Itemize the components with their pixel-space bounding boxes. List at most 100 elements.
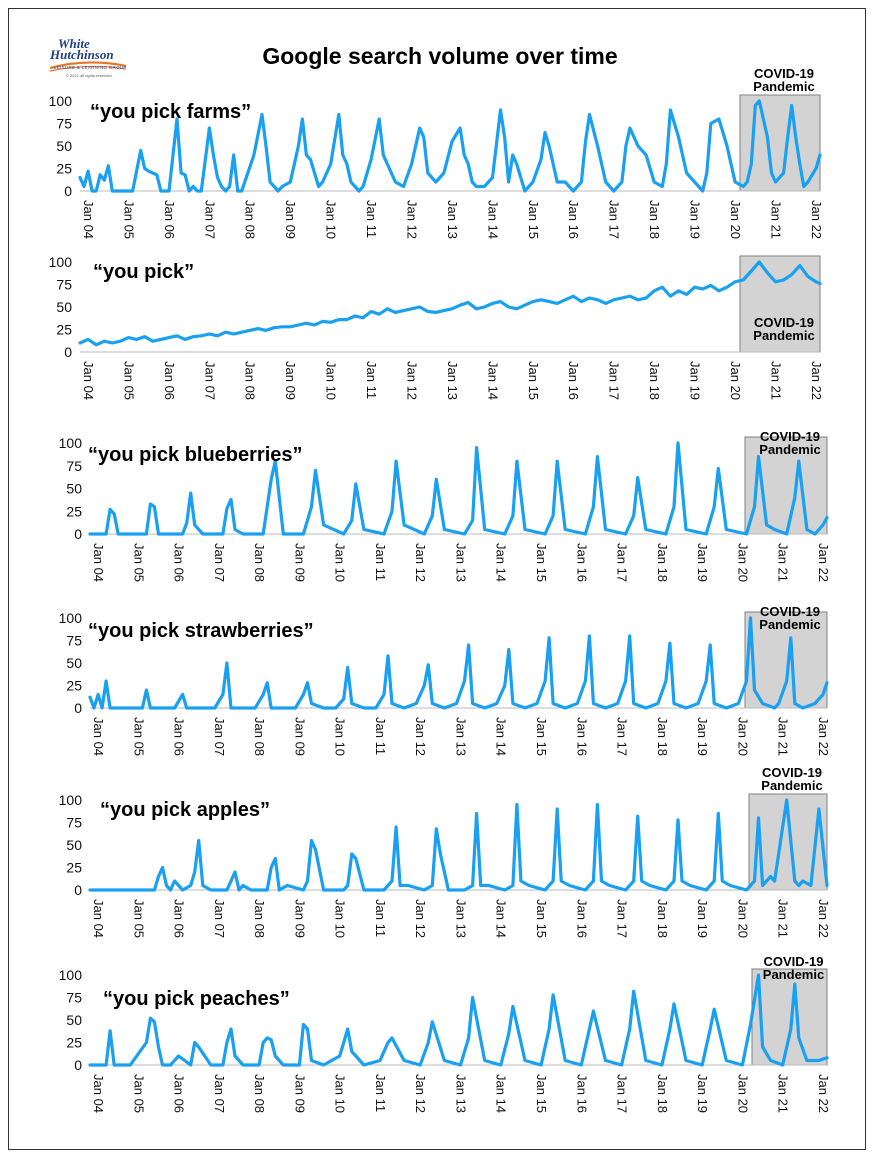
covid-label-line1: COVID-19 bbox=[764, 954, 824, 969]
x-tick-label: Jan 11 bbox=[373, 1074, 388, 1112]
x-tick-label: Jan 13 bbox=[445, 361, 460, 400]
x-tick-label: Jan 17 bbox=[615, 717, 630, 756]
x-tick-label: Jan 04 bbox=[81, 200, 96, 239]
x-tick-label: Jan 08 bbox=[252, 543, 267, 582]
x-tick-label: Jan 19 bbox=[688, 200, 703, 239]
y-tick-label: 0 bbox=[74, 882, 82, 898]
x-tick-label: Jan 22 bbox=[816, 899, 831, 938]
series-line bbox=[78, 260, 822, 347]
x-tick-label: Jan 09 bbox=[283, 200, 298, 239]
x-tick-label: Jan 11 bbox=[373, 717, 388, 755]
x-tick-label: Jan 16 bbox=[566, 200, 581, 239]
y-tick-label: 100 bbox=[59, 792, 83, 808]
x-tick-label: Jan 15 bbox=[526, 200, 541, 239]
x-tick-label: Jan 08 bbox=[243, 361, 258, 400]
x-tick-label: Jan 18 bbox=[647, 200, 662, 239]
x-tick-label: Jan 06 bbox=[172, 543, 187, 582]
x-tick-label: Jan 15 bbox=[534, 717, 549, 756]
x-tick-label: Jan 21 bbox=[768, 361, 783, 400]
x-tick-label: Jan 17 bbox=[607, 200, 622, 239]
x-tick-label: Jan 14 bbox=[485, 200, 500, 239]
x-tick-label: Jan 05 bbox=[121, 361, 136, 400]
x-tick-label: Jan 14 bbox=[485, 361, 500, 400]
x-tick-label: Jan 15 bbox=[534, 543, 549, 582]
x-tick-label: Jan 14 bbox=[494, 543, 509, 582]
x-tick-label: Jan 08 bbox=[243, 200, 258, 239]
covid-label-line2: Pandemic bbox=[761, 778, 822, 793]
x-tick-label: Jan 22 bbox=[816, 717, 831, 756]
x-tick-label: Jan 06 bbox=[162, 200, 177, 239]
covid-shade-region bbox=[744, 611, 828, 709]
logo-text-line1: White bbox=[58, 36, 90, 51]
x-tick-label: Jan 08 bbox=[252, 899, 267, 938]
chart-title: “you pick peaches” bbox=[103, 988, 290, 1010]
x-tick-label: Jan 06 bbox=[172, 717, 187, 756]
x-tick-label: Jan 12 bbox=[413, 543, 428, 582]
y-tick-label: 25 bbox=[56, 161, 72, 177]
x-tick-label: Jan 13 bbox=[453, 899, 468, 938]
logo-text-line2: Hutchinson bbox=[50, 47, 114, 62]
chart-title: “you pick blueberries” bbox=[88, 444, 303, 466]
x-tick-label: Jan 18 bbox=[655, 717, 670, 756]
x-tick-label: Jan 11 bbox=[373, 899, 388, 937]
y-tick-label: 0 bbox=[64, 344, 72, 360]
x-tick-label: Jan 13 bbox=[453, 543, 468, 582]
x-tick-label: Jan 09 bbox=[292, 899, 307, 938]
x-tick-label: Jan 16 bbox=[566, 361, 581, 400]
x-tick-label: Jan 20 bbox=[728, 361, 743, 400]
x-tick-label: Jan 13 bbox=[453, 717, 468, 756]
x-tick-label: Jan 10 bbox=[333, 717, 348, 756]
x-tick-label: Jan 22 bbox=[816, 543, 831, 582]
x-tick-label: Jan 13 bbox=[453, 1074, 468, 1113]
x-tick-label: Jan 09 bbox=[292, 1074, 307, 1113]
x-tick-label: Jan 07 bbox=[212, 543, 227, 582]
y-tick-label: 25 bbox=[66, 503, 82, 519]
y-tick-label: 100 bbox=[59, 967, 83, 983]
x-tick-label: Jan 04 bbox=[91, 717, 106, 756]
series-line bbox=[88, 616, 829, 710]
x-tick-label: Jan 15 bbox=[534, 1074, 549, 1113]
series-line bbox=[88, 973, 829, 1067]
company-logo: White Hutchinson LEISURE & LEARNING GROU… bbox=[44, 36, 134, 84]
x-tick-label: Jan 10 bbox=[333, 543, 348, 582]
x-tick-label: Jan 04 bbox=[91, 543, 106, 582]
x-tick-label: Jan 07 bbox=[212, 899, 227, 938]
series-line bbox=[88, 798, 829, 892]
x-tick-label: Jan 14 bbox=[494, 717, 509, 756]
x-tick-label: Jan 20 bbox=[735, 717, 750, 756]
y-tick-label: 100 bbox=[59, 610, 83, 626]
x-tick-label: Jan 14 bbox=[494, 899, 509, 938]
y-tick-label: 100 bbox=[49, 254, 73, 270]
x-tick-label: Jan 20 bbox=[728, 200, 743, 239]
chart-title: “you pick strawberries” bbox=[88, 620, 314, 642]
y-tick-label: 100 bbox=[49, 93, 73, 109]
x-tick-label: Jan 10 bbox=[333, 899, 348, 938]
x-tick-label: Jan 12 bbox=[413, 899, 428, 938]
x-tick-label: Jan 12 bbox=[413, 1074, 428, 1113]
x-tick-label: Jan 19 bbox=[695, 543, 710, 582]
y-tick-label: 75 bbox=[66, 458, 82, 474]
x-tick-label: Jan 20 bbox=[735, 1074, 750, 1113]
page-frame bbox=[8, 8, 866, 1150]
x-tick-label: Jan 09 bbox=[283, 361, 298, 400]
x-tick-label: Jan 15 bbox=[534, 899, 549, 938]
y-tick-label: 75 bbox=[56, 277, 72, 293]
x-tick-label: Jan 21 bbox=[776, 899, 791, 938]
x-tick-label: Jan 07 bbox=[212, 717, 227, 756]
x-tick-label: Jan 16 bbox=[574, 717, 589, 756]
x-tick-label: Jan 21 bbox=[768, 200, 783, 239]
covid-label-line1: COVID-19 bbox=[754, 66, 814, 81]
x-tick-label: Jan 14 bbox=[494, 1074, 509, 1113]
x-tick-label: Jan 04 bbox=[81, 361, 96, 400]
x-tick-label: Jan 07 bbox=[202, 200, 217, 239]
y-tick-label: 75 bbox=[66, 990, 82, 1006]
y-tick-label: 50 bbox=[66, 1012, 82, 1028]
y-tick-label: 75 bbox=[66, 815, 82, 831]
x-tick-label: Jan 17 bbox=[615, 543, 630, 582]
x-tick-label: Jan 18 bbox=[655, 899, 670, 938]
x-tick-label: Jan 21 bbox=[776, 717, 791, 756]
y-tick-label: 50 bbox=[66, 481, 82, 497]
x-tick-label: Jan 06 bbox=[172, 899, 187, 938]
logo-tagline: LEISURE & LEARNING GROUP bbox=[54, 65, 127, 70]
